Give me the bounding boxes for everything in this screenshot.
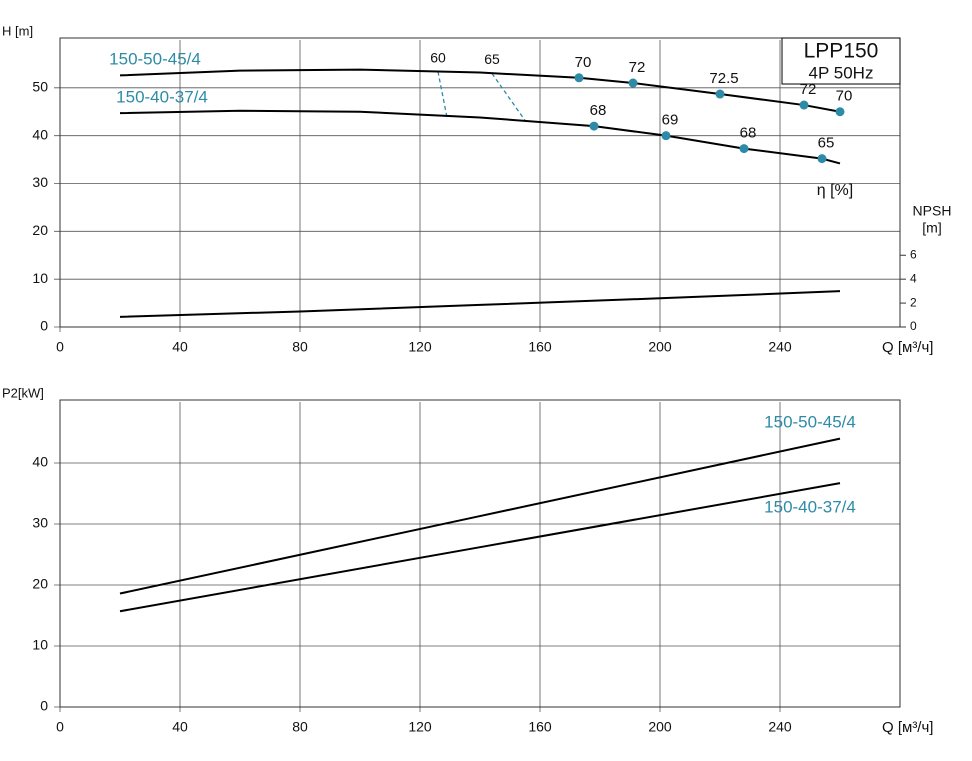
efficiency-point [715,89,725,99]
efficiency-point [817,154,827,164]
plot-frame [59,37,901,328]
efficiency-point [589,121,599,131]
x-tick-label: 120 [408,719,432,735]
series-label: 150-50-45/4 [764,412,856,431]
title-box [781,37,901,85]
chart-subtitle: 4P 50Hz [809,63,874,82]
x-tick-label: 0 [56,339,64,355]
y2-axis-label: NPSH [913,203,952,219]
x-axis-label: Q [м³/ч] [882,719,933,736]
series-line [119,482,841,613]
x-tick-label: 160 [528,339,552,355]
efficiency-label: 68 [740,125,757,142]
y2-tick-label: 4 [910,271,917,285]
y-tick-label: 30 [32,515,48,531]
efficiency-axis-label: η [%] [817,182,853,199]
iso-efficiency-label: 60 [430,49,446,65]
series-line [119,109,841,165]
y-tick-label: 40 [32,126,48,142]
y-axis-label: H [m] [2,23,33,38]
iso-efficiency-line [437,71,448,118]
efficiency-point [799,100,809,110]
plot-frame [59,399,901,708]
efficiency-point [661,131,671,141]
efficiency-point [739,144,749,154]
x-axis-label: Q [м³/ч] [882,339,933,356]
y2-tick-label: 0 [910,319,917,333]
x-tick-label: 80 [292,339,308,355]
y-tick-label: 10 [32,270,48,286]
x-tick-label: 0 [56,719,64,735]
iso-efficiency-label: 65 [484,51,500,67]
series-label: 150-50-45/4 [109,49,201,68]
y-tick-label: 30 [32,174,48,190]
y2-tick-label: 2 [910,295,917,309]
y-tick-label: 40 [32,454,48,470]
efficiency-label: 70 [575,54,592,71]
efficiency-label: 72.5 [709,70,738,87]
y-tick-label: 50 [32,79,48,95]
efficiency-label: 72 [629,59,646,76]
series-label: 150-40-37/4 [764,497,856,516]
y-tick-label: 0 [40,698,48,714]
efficiency-label: 68 [590,102,607,119]
y-axis-label: P2[kW] [2,385,44,400]
series-line [119,290,841,318]
y-tick-label: 20 [32,222,48,238]
efficiency-label: 72 [800,81,817,98]
efficiency-point [835,107,845,117]
y2-axis-label: [m] [922,220,941,236]
x-tick-label: 240 [768,719,792,735]
y-tick-label: 0 [40,318,48,334]
x-tick-label: 240 [768,339,792,355]
chart-title: LPP150 [804,40,879,63]
x-tick-label: 40 [172,719,188,735]
efficiency-label: 65 [818,135,835,152]
iso-efficiency-line [491,73,526,121]
x-tick-label: 160 [528,719,552,735]
y-tick-label: 10 [32,637,48,653]
x-tick-label: 200 [648,339,672,355]
efficiency-point [628,78,638,88]
efficiency-label: 69 [662,112,679,129]
x-tick-label: 200 [648,719,672,735]
series-line [119,437,841,595]
x-tick-label: 80 [292,719,308,735]
series-label: 150-40-37/4 [116,87,208,106]
efficiency-point [574,73,584,83]
y-tick-label: 20 [32,576,48,592]
x-tick-label: 120 [408,339,432,355]
x-tick-label: 40 [172,339,188,355]
efficiency-label: 70 [836,88,853,105]
y2-tick-label: 6 [910,247,917,261]
